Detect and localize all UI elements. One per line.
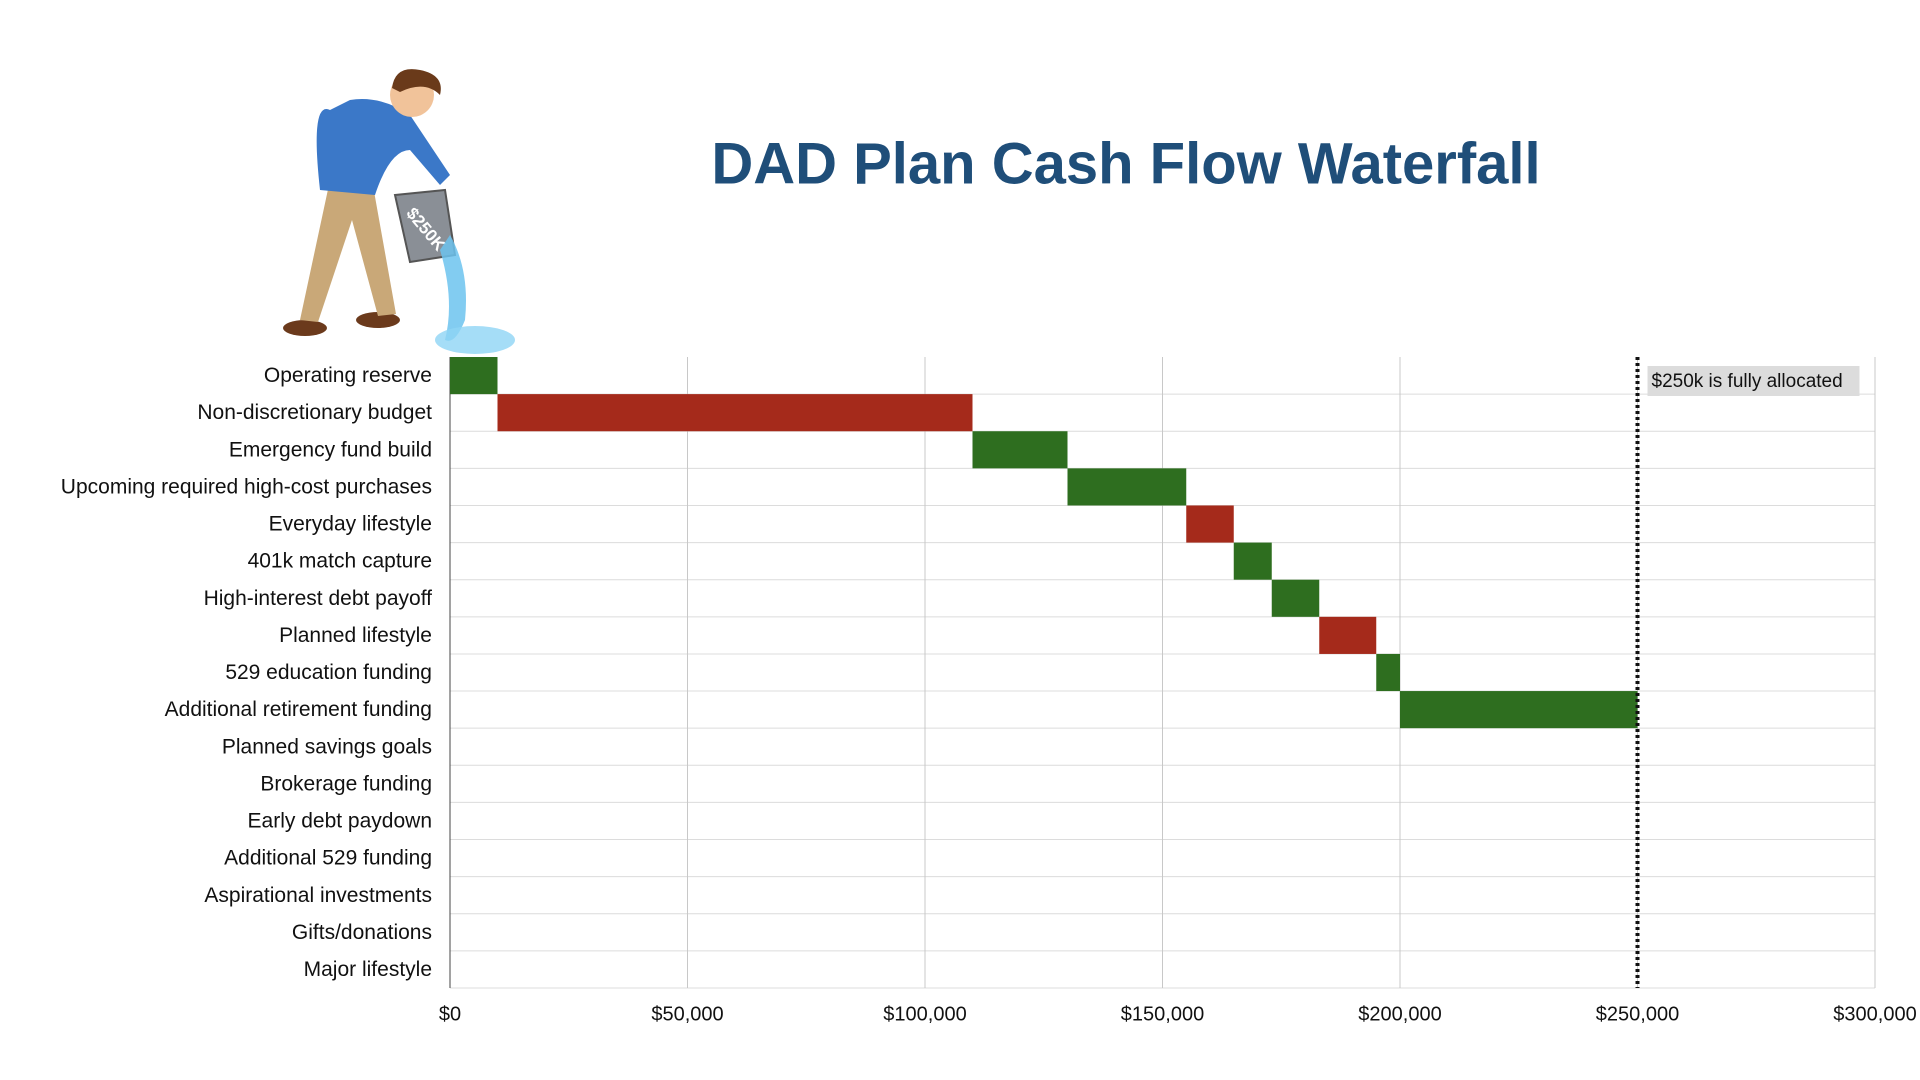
bar [1233, 542, 1272, 580]
x-tick-label: $150,000 [1121, 1003, 1204, 1025]
y-tick-label: Brokerage funding [260, 772, 432, 795]
y-tick-label: 401k match capture [248, 550, 432, 573]
y-tick-label: Everyday lifestyle [269, 513, 432, 536]
y-tick-label: Gifts/donations [292, 921, 432, 944]
y-tick-label: Early debt paydown [248, 810, 432, 833]
bar [1271, 579, 1320, 617]
x-tick-label: $100,000 [883, 1003, 966, 1025]
illustration: $250K [283, 69, 515, 354]
bar [972, 431, 1068, 469]
plot: $0 $50,000 $100,000 $150,000 $200,000 $250,00… [61, 357, 1917, 1025]
y-tick-label: Non-discretionary budget [197, 401, 432, 424]
annotation: $250k is fully allocated [1652, 371, 1843, 392]
y-tick-label: Planned savings goals [222, 735, 432, 758]
x-tick-label: $200,000 [1358, 1003, 1441, 1025]
x-tick-label: $250,000 [1596, 1003, 1679, 1025]
bar [450, 357, 498, 395]
y-tick-label: Additional retirement funding [165, 698, 432, 721]
annotation-box [1647, 366, 1860, 396]
y-tick-label: 529 education funding [225, 661, 432, 684]
y-tick-label: Emergency fund build [229, 438, 432, 461]
bar [1400, 691, 1638, 729]
y-tick-label: Aspirational investments [204, 884, 432, 907]
y-tick-label: Planned lifestyle [279, 624, 432, 647]
x-tick-label: $50,000 [651, 1003, 723, 1025]
bar [1186, 505, 1234, 543]
y-tick-label: High-interest debt payoff [204, 587, 433, 610]
bar [1319, 616, 1377, 654]
x-tick-label: $0 [439, 1003, 461, 1025]
y-tick-label: Major lifestyle [304, 958, 432, 981]
chart-title: DAD Plan Cash Flow Waterfall [711, 131, 1540, 196]
y-tick-label: Upcoming required high-cost purchases [61, 475, 432, 498]
bar [1376, 653, 1400, 692]
bar [497, 394, 973, 432]
y-tick-label: Operating reserve [264, 364, 432, 387]
y-tick-label: Additional 529 funding [224, 847, 432, 870]
x-tick-label: $300,000 [1833, 1003, 1916, 1025]
bar [1067, 468, 1187, 506]
